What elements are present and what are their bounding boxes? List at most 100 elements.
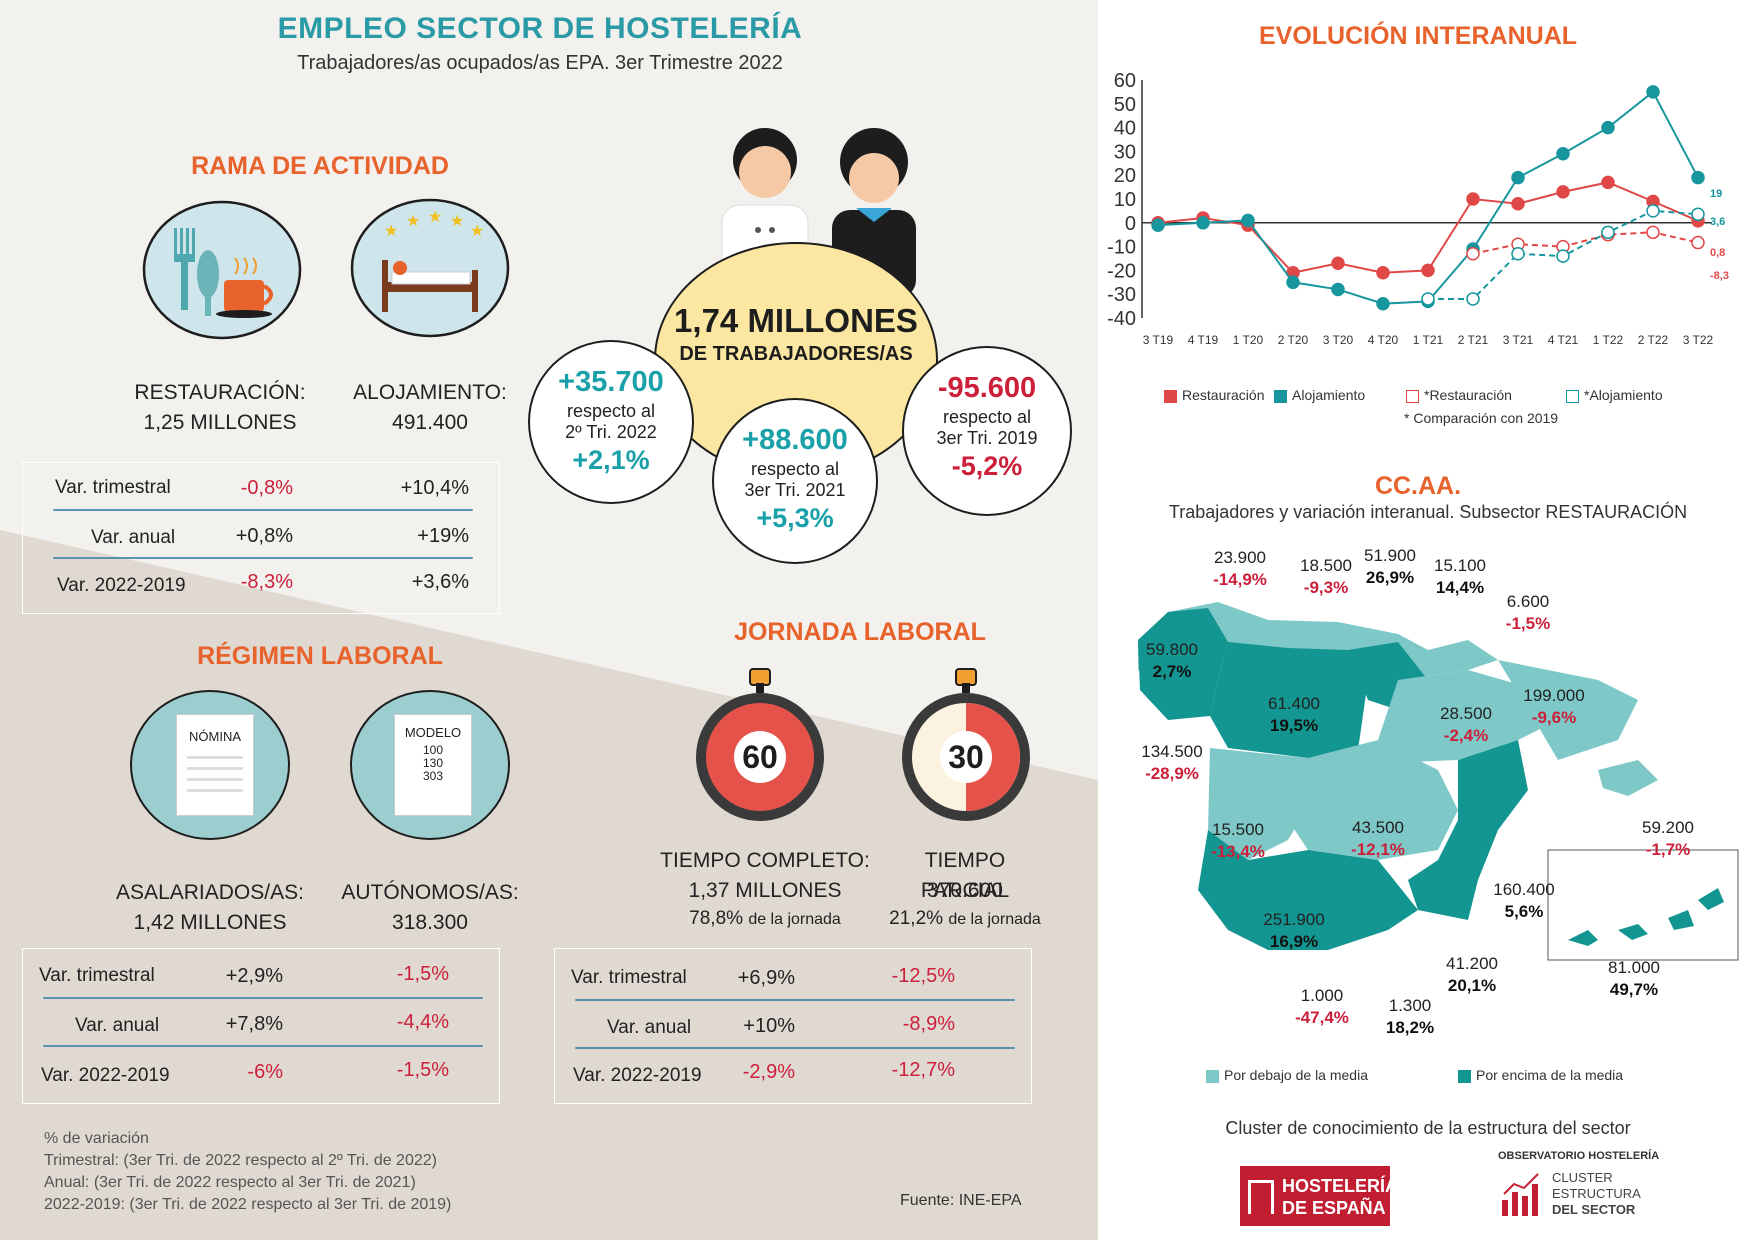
ccaa-pct-castilla-leon: 19,5% [1269, 716, 1319, 735]
data-point [1331, 256, 1345, 271]
evolucion-title: EVOLUCIÓN INTERANUAL [1258, 22, 1578, 50]
notes-line: 2022-2019: (3er Tri. de 2022 respecto al… [44, 1196, 452, 1213]
fuente: Fuente: INE-EPA [900, 1192, 1022, 1209]
bubble-text: 3er Tri. 2021 [744, 480, 846, 500]
autonomos-label: AUTÓNOMOS/AS: [341, 881, 519, 904]
rama-table: Var. trimestral -0,8% +10,4% Var. anual … [22, 462, 500, 614]
bubble-anual: +88.600 respecto al 3er Tri. 2021 +5,3% [712, 398, 878, 564]
x-tick-label: 4 T20 [1368, 333, 1399, 347]
ccaa-pct-murcia: 20,1% [1447, 976, 1497, 995]
data-point [1601, 225, 1615, 240]
x-tick-label: 3 T20 [1323, 333, 1354, 347]
ccaa-value-asturias: 23.900 [1214, 548, 1266, 567]
data-point [1556, 185, 1570, 199]
jornada-row-label: Var. trimestral [571, 967, 687, 988]
ccaa-title: CC.AA. [1374, 472, 1462, 500]
parcial-pct: 21,2% [889, 908, 944, 929]
legend-item: Alojamiento [1292, 387, 1366, 403]
completo-value: 1,37 MILLONES [688, 879, 842, 902]
y-tick-label: -10 [1107, 237, 1136, 259]
bubble-text: respecto al [566, 401, 656, 421]
regimen-row-value: -1,5% [396, 963, 449, 985]
asalariados-label: ASALARIADOS/AS: [116, 881, 304, 904]
data-point [1556, 249, 1570, 263]
ccaa-pct-valencia: 5,6% [1504, 902, 1544, 921]
ccaa-pct-la-rioja: -1,5% [1505, 614, 1551, 633]
clock-number: 60 [742, 739, 778, 775]
regimen-table: Var. trimestral +2,9% -1,5% Var. anual +… [22, 948, 500, 1104]
jornada-row-value: -12,5% [891, 965, 955, 987]
ccaa-pct-madrid: -28,9% [1145, 764, 1199, 783]
notes-line: Trimestral: (3er Tri. de 2022 respecto a… [44, 1152, 437, 1169]
parcial-pct-suffix: de la jornada [948, 911, 1041, 928]
parcial-value: 370.600 [927, 879, 1003, 902]
y-tick-label: -30 [1107, 284, 1136, 306]
ccaa-subtitle: Trabajadores y variación interanual. Sub… [1168, 502, 1688, 522]
observatorio-text: OBSERVATORIO HOSTELERÍA [1498, 1150, 1660, 1162]
logo2-line: CLUSTER [1552, 1170, 1613, 1185]
stopwatch-partial-icon: 30 [902, 668, 1030, 821]
svg-text:★: ★ [384, 223, 398, 240]
regimen-row-value: -6% [247, 1061, 283, 1083]
data-point [1511, 197, 1525, 211]
stopwatch-full-icon: 60 [696, 668, 824, 821]
ccaa-pct-navarra: 14,4% [1435, 578, 1485, 597]
end-label-rest19: -8,3 [1710, 270, 1729, 282]
regimen-row-label: Var. trimestral [39, 965, 155, 986]
x-tick-label: 4 T19 [1188, 333, 1219, 347]
ccaa-pct-canarias: 49,7% [1609, 980, 1659, 999]
end-label-aloj19: 3,6 [1710, 216, 1726, 228]
data-point [1466, 292, 1480, 306]
bubble-trimestral: +35.700 respecto al 2º Tri. 2022 +2,1% [528, 340, 694, 504]
x-tick-label: 3 T21 [1503, 333, 1534, 347]
notes-line: Anual: (3er Tri. de 2022 respecto al 3er… [44, 1174, 416, 1191]
x-tick-label: 2 T21 [1458, 333, 1489, 347]
y-tick-label: -40 [1107, 308, 1136, 330]
restauracion-label: RESTAURACIÓN: [134, 381, 306, 404]
map-aragon [1378, 670, 1558, 762]
ccaa-value-galicia: 59.800 [1146, 640, 1198, 659]
notes-title: % de variación [44, 1130, 149, 1147]
completo-label: TIEMPO COMPLETO: [660, 849, 870, 872]
x-tick-label: 1 T20 [1233, 333, 1264, 347]
data-point [1511, 246, 1525, 261]
parcial-pct-line: 21,2% de la jornada [880, 908, 1050, 930]
ccaa-value-valencia: 160.400 [1493, 880, 1555, 899]
series-line-restauracin [1472, 231, 1699, 255]
data-point [1601, 120, 1615, 135]
ccaa-value-pais-vasco: 51.900 [1364, 546, 1416, 565]
regimen-row-value: +2,9% [225, 965, 283, 987]
hotel-bed-icon: ★ ★ ★ ★ ★ [350, 198, 510, 338]
doc-line: 100 [422, 743, 444, 757]
ccaa-value-la-rioja: 6.600 [1506, 592, 1550, 611]
bubble-text: respecto al [750, 459, 840, 479]
completo-pct: 78,8% [689, 908, 744, 929]
ccaa-pct-galicia: 2,7% [1152, 662, 1192, 681]
x-tick-label: 1 T21 [1413, 333, 1444, 347]
ccaa-value-madrid: 134.500 [1141, 742, 1203, 761]
bubble-value: -95.600 [937, 372, 1037, 404]
rama-row-value: -0,8% [240, 477, 293, 499]
map-castilla-la-mancha [1288, 740, 1458, 860]
row-divider [43, 997, 483, 999]
legend-item: Restauración [1182, 387, 1265, 403]
rama-row-label: Var. trimestral [55, 477, 171, 498]
left-panel: EMPLEO SECTOR DE HOSTELERÍA Trabajadores… [0, 0, 1098, 1240]
logo-line: HOSTELERÍA [1282, 1176, 1399, 1196]
y-tick-label: 40 [1114, 118, 1136, 140]
ccaa-value-andalucia: 251.900 [1263, 910, 1325, 929]
jornada-table: Var. trimestral +6,9% -12,5% Var. anual … [554, 948, 1032, 1104]
legend-swatch [1274, 390, 1287, 403]
bubble-pct: +5,3% [756, 503, 834, 533]
alojamiento-label: ALOJAMIENTO: [353, 381, 507, 404]
row-divider [575, 999, 1015, 1001]
data-point [1556, 147, 1570, 161]
row-divider [575, 1047, 1015, 1049]
ccaa-value-murcia: 41.200 [1446, 954, 1498, 973]
rama-row-value: +0,8% [235, 525, 293, 547]
logo2-line: ESTRUCTURA [1552, 1186, 1641, 1201]
right-panel: EVOLUCIÓN INTERANUAL 60 50 40 30 20 10 0 -10 -20… [1098, 0, 1754, 1240]
map-valencia [1438, 740, 1528, 910]
data-point [1421, 292, 1435, 306]
x-tick-label: 3 T19 [1143, 333, 1174, 347]
